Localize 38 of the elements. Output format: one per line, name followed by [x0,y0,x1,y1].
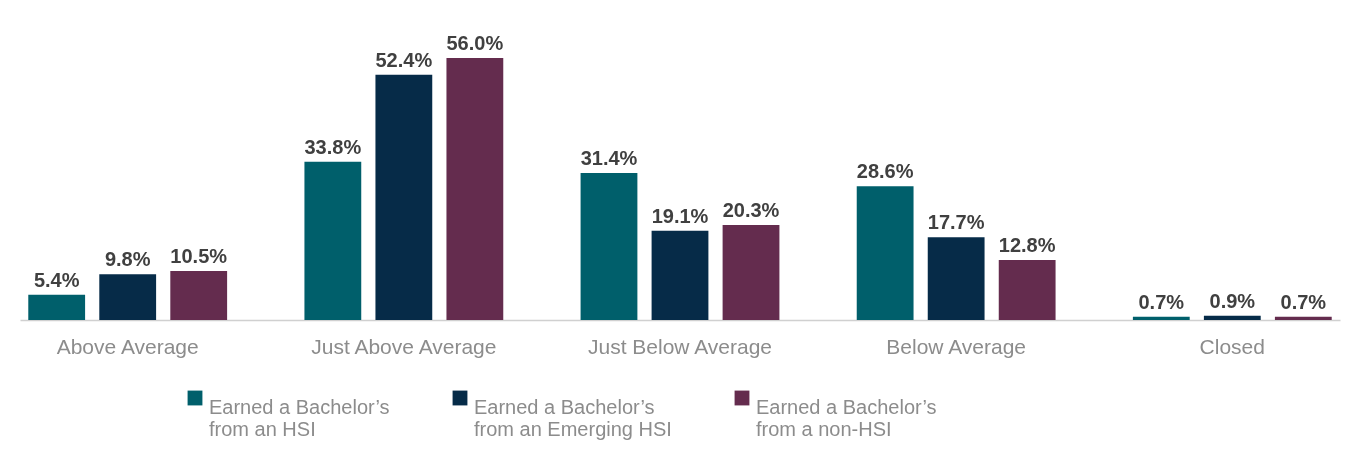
data-label: 52.4% [375,48,433,71]
data-label: 56.0% [446,32,504,54]
bar [304,161,362,320]
data-label: 5.4% [33,268,80,291]
bar [580,173,638,320]
x-tick-label: Just Above Average [311,334,497,358]
x-tick-label: Above Average [56,334,199,358]
data-label: 19.1% [651,204,709,227]
bar [28,294,86,320]
data-label: 33.8% [304,135,362,158]
x-tick-label: Below Average [886,334,1027,358]
data-label: 28.6% [856,160,914,183]
x-tick-label: Just Below Average [587,334,773,358]
data-label: 0.7% [1280,290,1327,313]
data-label: 9.8% [104,248,151,271]
data-label: 0.9% [1209,289,1256,312]
legend-label: Earned a Bachelor’s from a non-HSI [756,396,937,440]
bar [856,186,914,320]
bar [99,274,157,320]
data-label: 31.4% [580,147,638,170]
bar [1203,315,1261,320]
data-label: 12.8% [998,234,1056,257]
bar [927,237,985,320]
bar [446,58,504,320]
bar [170,270,228,320]
bar [998,260,1056,320]
data-label: 20.3% [722,199,780,222]
bar [722,225,780,320]
x-tick-label: Closed [1199,334,1265,358]
bar [375,74,433,320]
legend-label: Earned a Bachelor’s from an Emerging HSI [474,396,672,440]
legend-label: Earned a Bachelor’s from an HSI [209,396,390,440]
data-label: 17.7% [927,211,985,234]
bar [1132,316,1190,320]
bar [651,230,709,320]
data-label: 10.5% [170,244,228,267]
data-label: 0.7% [1138,290,1185,313]
bar [1274,316,1332,320]
